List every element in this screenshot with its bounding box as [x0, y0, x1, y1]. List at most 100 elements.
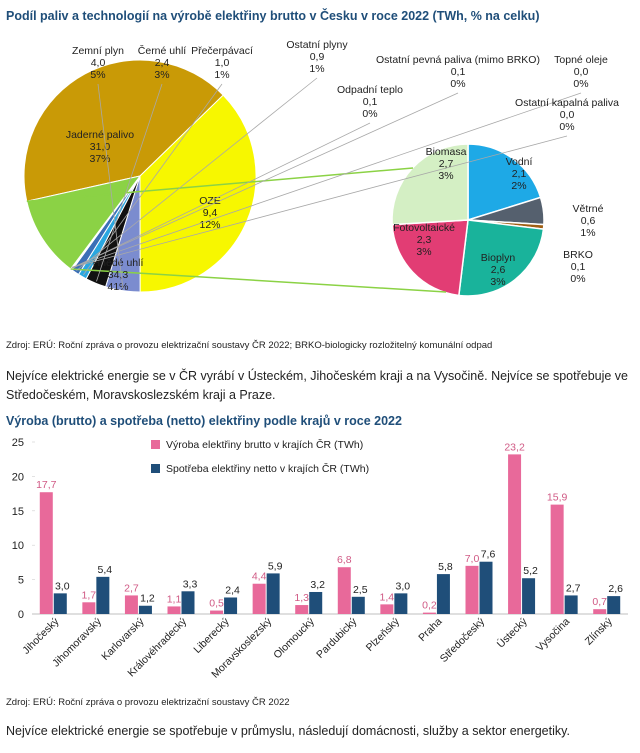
svg-text:Topné oleje: Topné oleje [554, 54, 608, 66]
bar-label-production: 2,7 [124, 582, 139, 594]
svg-text:31,0: 31,0 [90, 141, 111, 153]
bar-production-13 [593, 609, 607, 614]
bar-consumption-9 [436, 574, 450, 614]
svg-text:0,1: 0,1 [363, 96, 378, 108]
y-tick-label: 10 [12, 540, 24, 552]
breakdown-slice-bioplyn [458, 219, 545, 297]
bar-label-consumption: 5,8 [438, 561, 453, 573]
y-tick-label: 5 [18, 575, 24, 587]
svg-text:Přečerpávací: Přečerpávací [191, 45, 253, 57]
svg-text:Bioplyn: Bioplyn [481, 252, 516, 264]
x-tick-label: Olomoucký [271, 615, 317, 661]
bar-label-consumption: 3,3 [183, 578, 198, 590]
pie-leader-ostatni_kapalna [71, 135, 568, 268]
bar-label-production: 0,7 [592, 596, 607, 608]
svg-text:Zemní plyn: Zemní plyn [72, 45, 124, 57]
bar-production-0 [39, 492, 53, 614]
x-tick-label: Plzeňský [364, 615, 403, 654]
bar-consumption-12 [564, 595, 578, 614]
y-tick-label: 15 [12, 506, 24, 518]
pie-chart-title: Podíl paliv a technologií na výrobě elek… [6, 9, 540, 23]
bar-production-7 [337, 567, 351, 614]
svg-text:0,0: 0,0 [560, 109, 575, 121]
bar-consumption-2 [138, 605, 152, 614]
svg-text:0%: 0% [559, 121, 574, 133]
svg-text:1%: 1% [214, 69, 229, 81]
bar-production-10 [465, 565, 479, 614]
svg-text:0%: 0% [570, 273, 585, 285]
svg-text:5%: 5% [90, 69, 105, 81]
bar-label-production: 0,2 [422, 600, 437, 612]
bar-label-production: 23,2 [504, 441, 525, 453]
svg-text:3%: 3% [490, 276, 505, 288]
svg-text:0,1: 0,1 [451, 66, 466, 78]
svg-text:0%: 0% [362, 108, 377, 120]
svg-text:37%: 37% [89, 153, 110, 165]
bar-label-production: 15,9 [547, 492, 568, 504]
bar-consumption-5 [266, 573, 280, 614]
svg-text:2,6: 2,6 [491, 264, 506, 276]
bar-consumption-10 [479, 561, 493, 614]
bar-label-consumption: 5,9 [268, 560, 283, 572]
svg-text:Ostatní pevná paliva (mimo BRK: Ostatní pevná paliva (mimo BRKO) [376, 54, 540, 66]
svg-text:34,3: 34,3 [108, 269, 129, 281]
breakdown-connector-upper [26, 167, 414, 203]
pie-leader-cerne_uhli [96, 83, 163, 282]
pie-chart-source: Zdroj: ERÚ: Roční zpráva o provozu elekt… [6, 340, 493, 351]
svg-text:Odpadní teplo: Odpadní teplo [337, 84, 403, 96]
bar-production-8 [380, 604, 394, 614]
bar-consumption-1 [96, 576, 110, 614]
bar-label-consumption: 3,0 [55, 580, 70, 592]
bar-label-production: 1,3 [294, 592, 309, 604]
svg-text:Fotovoltaické: Fotovoltaické [393, 222, 455, 234]
svg-text:Jaderné palivo: Jaderné palivo [66, 129, 134, 141]
bar-consumption-7 [351, 596, 365, 614]
bar-production-3 [167, 606, 181, 614]
svg-text:Biomasa: Biomasa [426, 146, 467, 158]
svg-text:2,1: 2,1 [512, 168, 527, 180]
pie-slice-hnede [23, 59, 224, 202]
svg-text:Ostatní plyny: Ostatní plyny [286, 39, 348, 51]
bar-chart-title: Výroba (brutto) a spotřeba (netto) elekt… [6, 414, 402, 428]
x-tick-label: Středočeský [438, 615, 488, 665]
legend-label-consumption: Spotřeba elektřiny netto v krajích ČR (T… [166, 462, 369, 475]
bar-consumption-8 [394, 593, 408, 614]
bar-production-9 [422, 612, 436, 614]
bar-legend: Výroba elektřiny brutto v krajích ČR (TW… [151, 438, 369, 475]
svg-text:0,6: 0,6 [581, 215, 596, 227]
bar-label-production: 17,7 [36, 479, 57, 491]
bar-label-consumption: 2,4 [225, 584, 240, 596]
svg-text:0%: 0% [573, 78, 588, 90]
bar-production-1 [82, 602, 96, 614]
bar-label-production: 6,8 [337, 554, 352, 566]
pie-leader-topne_oleje [71, 92, 582, 268]
bar-consumption-0 [53, 593, 67, 614]
y-tick-label: 0 [18, 609, 24, 621]
legend-swatch-consumption [151, 464, 160, 473]
bar-production-4 [210, 610, 224, 614]
bar-label-production: 1,4 [380, 591, 395, 603]
bar-consumption-13 [607, 596, 621, 614]
pie-leader-odpadni_teplo [72, 122, 371, 269]
bar-consumption-4 [224, 597, 238, 614]
bar-label-consumption: 5,4 [98, 564, 113, 576]
bar-label-production: 1,7 [82, 589, 97, 601]
pie-leader-ostatni_pevna [72, 92, 459, 268]
svg-text:0,9: 0,9 [310, 51, 325, 63]
bar-production-6 [295, 605, 309, 614]
legend-swatch-production [151, 440, 160, 449]
svg-text:2%: 2% [511, 180, 526, 192]
bar-chart-source: Zdroj: ERÚ: Roční zpráva o provozu elekt… [6, 697, 290, 708]
bar-consumption-6 [309, 591, 323, 614]
